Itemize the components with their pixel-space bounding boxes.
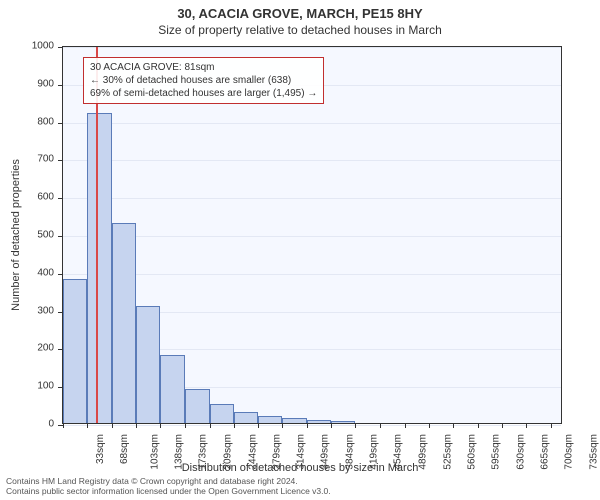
y-tick-label: 500	[14, 230, 54, 241]
x-tick-mark	[405, 423, 406, 428]
plot-area: 30 ACACIA GROVE: 81sqm← 30% of detached …	[62, 46, 562, 424]
histogram-bar	[136, 306, 160, 423]
histogram-bar	[112, 223, 136, 423]
histogram-bar	[282, 418, 306, 423]
x-tick-mark	[331, 423, 332, 428]
gridline	[63, 236, 561, 237]
y-tick-mark	[58, 123, 63, 124]
y-tick-label: 300	[14, 305, 54, 316]
x-tick-mark	[355, 423, 356, 428]
histogram-bar	[63, 279, 87, 423]
x-tick-label: 209sqm	[223, 434, 234, 470]
chart-title-main: 30, ACACIA GROVE, MARCH, PE15 8HY	[0, 0, 600, 21]
footer-line-2: Contains public sector information licen…	[6, 486, 331, 496]
x-tick-label: 314sqm	[296, 434, 307, 470]
x-tick-mark	[210, 423, 211, 428]
x-tick-mark	[307, 423, 308, 428]
callout-line-3: 69% of semi-detached houses are larger (…	[90, 87, 317, 100]
gridline	[63, 274, 561, 275]
x-tick-mark	[282, 423, 283, 428]
x-tick-mark	[63, 423, 64, 428]
callout-box: 30 ACACIA GROVE: 81sqm← 30% of detached …	[83, 57, 324, 104]
x-tick-label: 489sqm	[417, 434, 428, 470]
x-tick-label: 525sqm	[442, 434, 453, 470]
x-tick-label: 700sqm	[564, 434, 575, 470]
histogram-bar	[331, 421, 355, 423]
x-tick-mark	[502, 423, 503, 428]
y-tick-mark	[58, 85, 63, 86]
x-tick-label: 384sqm	[344, 434, 355, 470]
x-tick-label: 454sqm	[393, 434, 404, 470]
y-tick-mark	[58, 236, 63, 237]
x-tick-mark	[453, 423, 454, 428]
x-tick-label: 735sqm	[588, 434, 599, 470]
callout-line-2: ← 30% of detached houses are smaller (63…	[90, 74, 317, 87]
y-tick-label: 400	[14, 267, 54, 278]
y-tick-label: 100	[14, 381, 54, 392]
gridline	[63, 123, 561, 124]
histogram-bar	[234, 412, 258, 423]
chart-title-sub: Size of property relative to detached ho…	[0, 21, 600, 43]
x-tick-label: 244sqm	[247, 434, 258, 470]
y-tick-mark	[58, 274, 63, 275]
y-tick-label: 600	[14, 192, 54, 203]
y-tick-mark	[58, 198, 63, 199]
x-tick-mark	[380, 423, 381, 428]
y-tick-mark	[58, 160, 63, 161]
x-tick-mark	[136, 423, 137, 428]
x-tick-mark	[526, 423, 527, 428]
callout-line-1: 30 ACACIA GROVE: 81sqm	[90, 61, 317, 74]
y-tick-mark	[58, 47, 63, 48]
histogram-bar	[87, 113, 111, 423]
gridline	[63, 198, 561, 199]
histogram-bar	[210, 404, 234, 423]
y-tick-label: 1000	[14, 41, 54, 52]
x-tick-label: 595sqm	[491, 434, 502, 470]
attribution-footer: Contains HM Land Registry data © Crown c…	[6, 476, 331, 496]
histogram-bar	[160, 355, 185, 423]
x-tick-mark	[551, 423, 552, 428]
x-tick-label: 173sqm	[198, 434, 209, 470]
x-tick-mark	[258, 423, 259, 428]
x-tick-mark	[234, 423, 235, 428]
x-tick-label: 279sqm	[271, 434, 282, 470]
x-tick-label: 33sqm	[95, 434, 106, 464]
y-tick-label: 800	[14, 116, 54, 127]
x-tick-mark	[185, 423, 186, 428]
gridline	[63, 160, 561, 161]
x-tick-label: 349sqm	[320, 434, 331, 470]
x-tick-mark	[87, 423, 88, 428]
x-tick-mark	[160, 423, 161, 428]
gridline	[63, 425, 561, 426]
chart-area: 30 ACACIA GROVE: 81sqm← 30% of detached …	[62, 46, 562, 424]
x-tick-mark	[112, 423, 113, 428]
y-tick-label: 900	[14, 78, 54, 89]
x-tick-mark	[478, 423, 479, 428]
x-tick-label: 68sqm	[119, 434, 130, 464]
x-tick-label: 560sqm	[467, 434, 478, 470]
y-tick-label: 200	[14, 343, 54, 354]
x-tick-label: 138sqm	[173, 434, 184, 470]
x-tick-label: 419sqm	[369, 434, 380, 470]
footer-line-1: Contains HM Land Registry data © Crown c…	[6, 476, 331, 486]
x-tick-label: 630sqm	[515, 434, 526, 470]
histogram-bar	[258, 416, 282, 423]
x-tick-label: 103sqm	[149, 434, 160, 470]
gridline	[63, 47, 561, 48]
y-tick-label: 700	[14, 154, 54, 165]
x-tick-label: 665sqm	[539, 434, 550, 470]
histogram-bar	[185, 389, 209, 423]
x-tick-mark	[429, 423, 430, 428]
histogram-bar	[307, 420, 331, 423]
y-tick-label: 0	[14, 419, 54, 430]
